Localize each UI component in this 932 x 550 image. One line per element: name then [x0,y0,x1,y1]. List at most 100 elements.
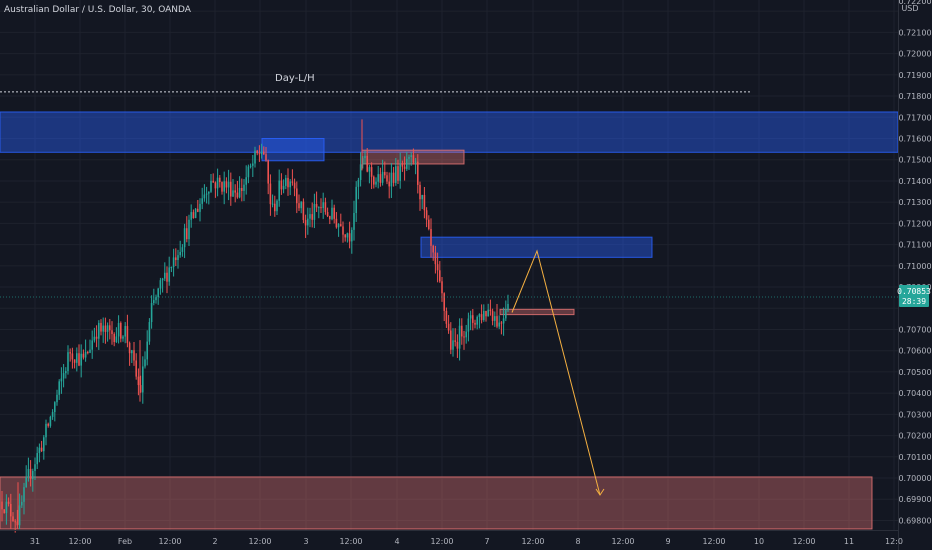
candle-body [377,174,379,182]
candle-body [474,322,476,325]
candle-body [98,322,100,339]
candle-body [76,353,78,363]
candle-body [14,521,16,523]
candle-body [7,501,10,504]
candle-body [324,202,327,213]
candle-body [188,219,190,240]
time-axis[interactable]: 31 12:00 Feb 12:00 2 12:00 3 12:00 4 12:00 7 12:00 8… [0,530,903,547]
price-tick-label: 0.72000 [898,50,931,59]
candle-body [34,464,36,471]
projection-arrowhead [595,488,605,496]
candle-body [344,234,346,238]
time-tick-label: 9 [665,537,670,546]
candle-body [71,353,74,360]
candle-body [436,264,439,271]
price-tick-label: 0.71300 [898,198,931,207]
time-tick-label: 3 [303,537,308,546]
candle-body [32,470,34,480]
candle-body [441,281,443,294]
price-tick-label: 0.69800 [898,516,931,525]
demand-zone[interactable] [0,476,873,530]
candle-body [223,181,225,192]
candle-body [175,257,177,261]
candle-body [342,226,344,235]
candle-body [368,167,371,172]
candle-body [469,315,472,319]
candle-body [221,182,223,192]
candle-body [58,381,60,395]
last-price-badge: 0.70853 28:39 [897,285,931,307]
price-tick-label: 0.71200 [898,219,931,228]
candle-body [472,315,474,323]
candle-body [190,212,192,220]
candle-body [62,373,65,379]
candle-body [414,161,417,163]
candle-body [258,153,261,155]
candle-body [245,177,247,185]
candle-body [230,181,232,197]
time-tick-label: 8 [575,537,580,546]
candle-body [254,150,256,164]
price-tick-label: 0.70100 [898,453,931,462]
candle-body [320,207,322,209]
candle-body [397,166,399,181]
last-price-value: 0.70853 [897,287,931,296]
candle-body [300,201,302,209]
candle-body [445,310,448,324]
candle-body [450,330,452,350]
demand-zone[interactable] [499,308,575,316]
price-axis[interactable]: 0.72200 0.72100 0.72000 0.71900 0.71800 0.717… [898,0,932,550]
candle-body [507,303,509,311]
supply-zone[interactable] [0,111,899,153]
candle-body [227,181,230,188]
candle-body [159,280,162,289]
time-tick-label: 12:00 [792,537,815,546]
candle-body [329,216,331,220]
candle-body [117,322,120,337]
candle-body [337,224,340,228]
candle-body [263,151,265,155]
time-tick-label: 12:00 [702,537,725,546]
candle-body [139,385,142,393]
candle-body [168,267,170,282]
candle-body [293,182,296,189]
candle-body [373,176,375,185]
projection-path[interactable] [511,249,601,496]
candle-body [307,218,309,226]
candle-body [410,155,412,157]
candle-body [375,181,377,185]
candle-body [412,155,415,163]
time-tick-label: 12:00 [158,537,181,546]
candle-body [384,171,386,176]
candle-body [67,352,69,372]
candle-body [425,210,428,220]
candle-body [100,322,102,332]
candle-body [485,310,487,317]
candle-body [430,228,432,246]
symbol-title: Australian Dollar / U.S. Dollar, 30, OAN… [4,5,192,15]
candle-body [150,302,153,323]
candle-body [483,310,485,321]
candle-body [260,151,263,154]
supply-zone[interactable] [420,236,653,258]
candle-body [115,336,118,343]
candle-body [43,437,45,452]
candle-body [304,219,307,226]
supply-zone[interactable] [261,138,325,162]
candle-body [287,177,289,188]
candle-body [47,423,49,426]
candle-body [40,447,43,452]
candle-body [408,156,410,159]
candle-body [161,278,164,281]
candle-body [403,166,406,169]
candle-body [234,190,236,193]
candle-body [197,208,199,212]
drawings [0,91,898,496]
candle-body [461,325,463,337]
candle-body [252,163,254,166]
candle-body [131,350,133,354]
price-tick-label: 0.70700 [898,325,931,334]
